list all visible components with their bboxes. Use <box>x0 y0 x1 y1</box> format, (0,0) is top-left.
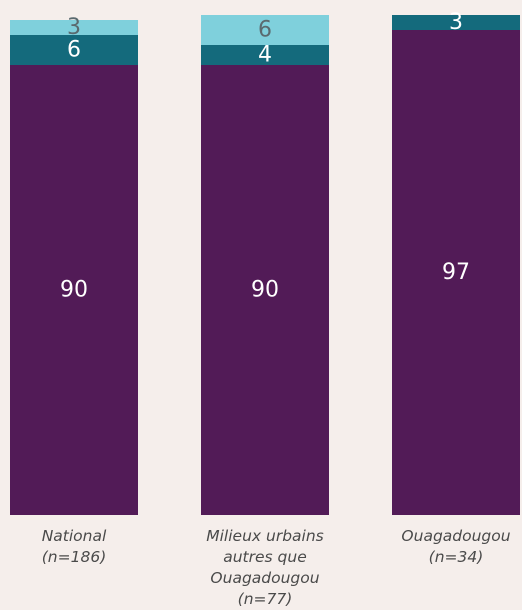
bar-segment-1-1 <box>201 45 329 65</box>
data-label-0-0: 90 <box>60 278 88 303</box>
category-label-line: Ouagadougou (n=77) <box>210 569 320 608</box>
category-label-2: Ouagadougou (n=34) <box>376 526 522 568</box>
data-label-0-2: 3 <box>67 15 81 40</box>
data-label-1-1: 4 <box>258 43 272 68</box>
category-label-line: Ouagadougou <box>401 527 511 545</box>
data-label-0-1: 6 <box>67 38 81 63</box>
bar-segment-1-2 <box>201 15 329 45</box>
category-label-line: (n=34) <box>428 548 484 566</box>
data-label-2-1: 3 <box>449 10 463 35</box>
category-label-line: National <box>41 527 107 545</box>
category-label-line: (n=186) <box>41 548 107 566</box>
bars-group <box>10 15 520 515</box>
bar-segment-0-0 <box>10 65 138 515</box>
bar-segment-2-1 <box>392 15 520 30</box>
data-label-1-0: 90 <box>251 278 279 303</box>
bar-segment-1-0 <box>201 65 329 515</box>
data-label-1-2: 6 <box>258 18 272 43</box>
data-label-2-0: 97 <box>442 260 470 285</box>
bar-segment-0-1 <box>10 35 138 65</box>
category-label-1: Milieux urbains autres que Ouagadougou (n=… <box>185 526 345 610</box>
category-label-line: Milieux urbains <box>206 527 324 545</box>
bar-segment-2-0 <box>392 30 520 515</box>
category-label-line: autres que <box>223 548 307 566</box>
category-label-0: National (n=186) <box>0 526 154 568</box>
bar-segment-0-2 <box>10 20 138 35</box>
